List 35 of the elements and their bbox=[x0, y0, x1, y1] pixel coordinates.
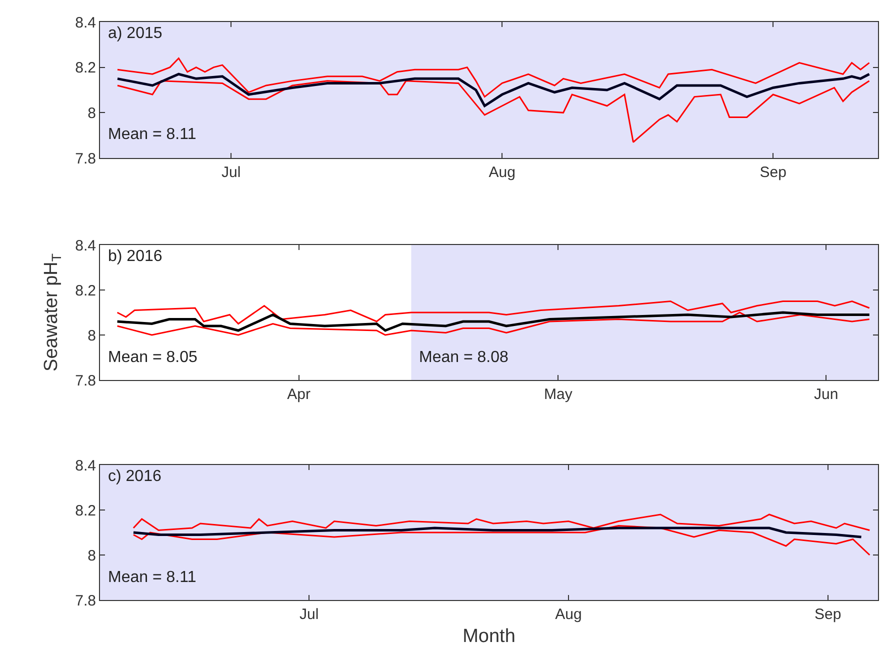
line-series bbox=[132, 514, 870, 531]
line-series bbox=[116, 72, 871, 108]
x-axis-title: Month bbox=[462, 626, 516, 647]
x-tick-label: Jul bbox=[222, 164, 241, 181]
line-series bbox=[116, 58, 870, 98]
y-tick-label: 8.4 bbox=[75, 457, 96, 474]
line-series bbox=[132, 525, 870, 556]
annotation: Mean = 8.05 bbox=[108, 349, 198, 366]
y-tick-label: 8.4 bbox=[75, 14, 96, 32]
annotation: Mean = 8.11 bbox=[108, 126, 196, 143]
x-tick-label: Aug bbox=[488, 164, 516, 181]
x-tick-label: Aug bbox=[555, 606, 582, 623]
y-tick-label: 8 bbox=[88, 547, 96, 564]
y-tick-label: 8.2 bbox=[75, 60, 96, 77]
annotation: b) 2016 bbox=[108, 248, 162, 265]
x-tick-label: Sep bbox=[760, 164, 786, 181]
annotation: Mean = 8.11 bbox=[108, 569, 196, 586]
line-series bbox=[116, 311, 871, 332]
x-tick-label: Sep bbox=[814, 606, 842, 623]
y-tick-label: 8 bbox=[88, 327, 96, 344]
y-tick-label: 8.2 bbox=[75, 282, 96, 300]
annotation: a) 2015 bbox=[108, 25, 162, 42]
x-tick-label: May bbox=[544, 386, 573, 403]
y-tick-label: 8.2 bbox=[75, 502, 96, 520]
x-tick-label: Apr bbox=[287, 386, 310, 403]
y-tick-label: 7.8 bbox=[75, 150, 96, 168]
y-tick-label: 8 bbox=[88, 104, 96, 122]
y-tick-label: 7.8 bbox=[75, 372, 96, 390]
annotation: c) 2016 bbox=[108, 468, 162, 485]
y-tick-label: 7.8 bbox=[75, 592, 96, 610]
annotation: Mean = 8.08 bbox=[419, 349, 508, 366]
x-tick-label: Jun bbox=[814, 386, 838, 403]
x-tick-label: Jul bbox=[300, 606, 319, 623]
line-series bbox=[132, 526, 863, 538]
y-tick-label: 8.4 bbox=[75, 237, 96, 254]
